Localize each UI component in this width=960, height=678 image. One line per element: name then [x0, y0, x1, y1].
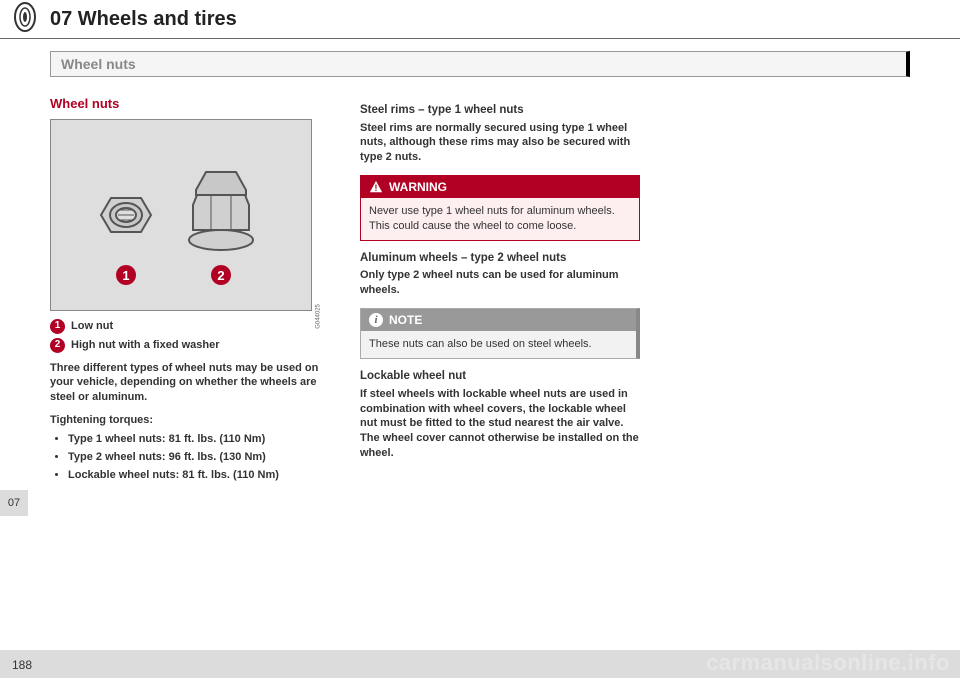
figure-wheel-nuts: 1 2 G044025: [50, 119, 312, 311]
page: 07 Wheels and tires Wheel nuts Wheel nut…: [0, 0, 960, 678]
column-right: Steel rims – type 1 wheel nuts Steel rim…: [360, 95, 640, 486]
chapter-title: 07 Wheels and tires: [50, 8, 237, 31]
section-title: Wheel nuts: [61, 56, 136, 72]
torque-item: Lockable wheel nuts: 81 ft. lbs. (110 Nm…: [68, 468, 330, 483]
lockable-heading: Lockable wheel nut: [360, 369, 640, 385]
side-tab: 07: [0, 490, 28, 516]
steel-heading: Steel rims – type 1 wheel nuts: [360, 103, 640, 119]
legend-num-2: 2: [50, 338, 65, 353]
lockable-body: If steel wheels with lockable wheel nuts…: [360, 387, 640, 461]
note-header: i NOTE: [361, 309, 636, 331]
figure-code: G044025: [315, 305, 323, 330]
svg-text:!: !: [375, 183, 378, 193]
steel-body: Steel rims are normally secured using ty…: [360, 121, 640, 166]
heading-wheel-nuts: Wheel nuts: [50, 95, 330, 113]
page-header: 07 Wheels and tires: [0, 0, 960, 39]
note-body: These nuts can also be used on steel whe…: [361, 331, 636, 358]
page-footer: 188 carmanualsonline.info: [0, 650, 960, 678]
torque-label: Tightening torques:: [50, 413, 330, 428]
page-number: 188: [12, 658, 32, 672]
intro-paragraph: Three different types of wheel nuts may …: [50, 361, 330, 406]
legend-num-1: 1: [50, 319, 65, 334]
legend-text-2: High nut with a fixed washer: [71, 338, 220, 353]
watermark: carmanualsonline.info: [706, 650, 950, 676]
warning-box: ! WARNING Never use type 1 wheel nuts fo…: [360, 175, 640, 241]
legend-item-1: 1 Low nut: [50, 319, 330, 334]
tire-icon: [10, 2, 40, 32]
svg-text:2: 2: [217, 268, 224, 283]
warning-title: WARNING: [389, 179, 447, 195]
warning-body: Never use type 1 wheel nuts for aluminum…: [361, 198, 639, 240]
column-left: Wheel nuts: [50, 95, 330, 486]
note-box: i NOTE These nuts can also be used on st…: [360, 308, 640, 359]
legend-text-1: Low nut: [71, 319, 113, 334]
section-title-bar: Wheel nuts: [50, 51, 910, 77]
note-title: NOTE: [389, 312, 422, 328]
side-tab-number: 07: [8, 497, 20, 509]
svg-text:1: 1: [122, 268, 129, 283]
legend-item-2: 2 High nut with a fixed washer: [50, 338, 330, 353]
torque-item: Type 2 wheel nuts: 96 ft. lbs. (130 Nm): [68, 450, 330, 465]
content-columns: Wheel nuts: [50, 95, 910, 486]
torque-list: Type 1 wheel nuts: 81 ft. lbs. (110 Nm) …: [50, 432, 330, 483]
aluminum-body: Only type 2 wheel nuts can be used for a…: [360, 268, 640, 298]
warning-icon: !: [369, 180, 383, 194]
warning-header: ! WARNING: [361, 176, 639, 198]
torque-item: Type 1 wheel nuts: 81 ft. lbs. (110 Nm): [68, 432, 330, 447]
info-icon: i: [369, 313, 383, 327]
aluminum-heading: Aluminum wheels – type 2 wheel nuts: [360, 251, 640, 267]
